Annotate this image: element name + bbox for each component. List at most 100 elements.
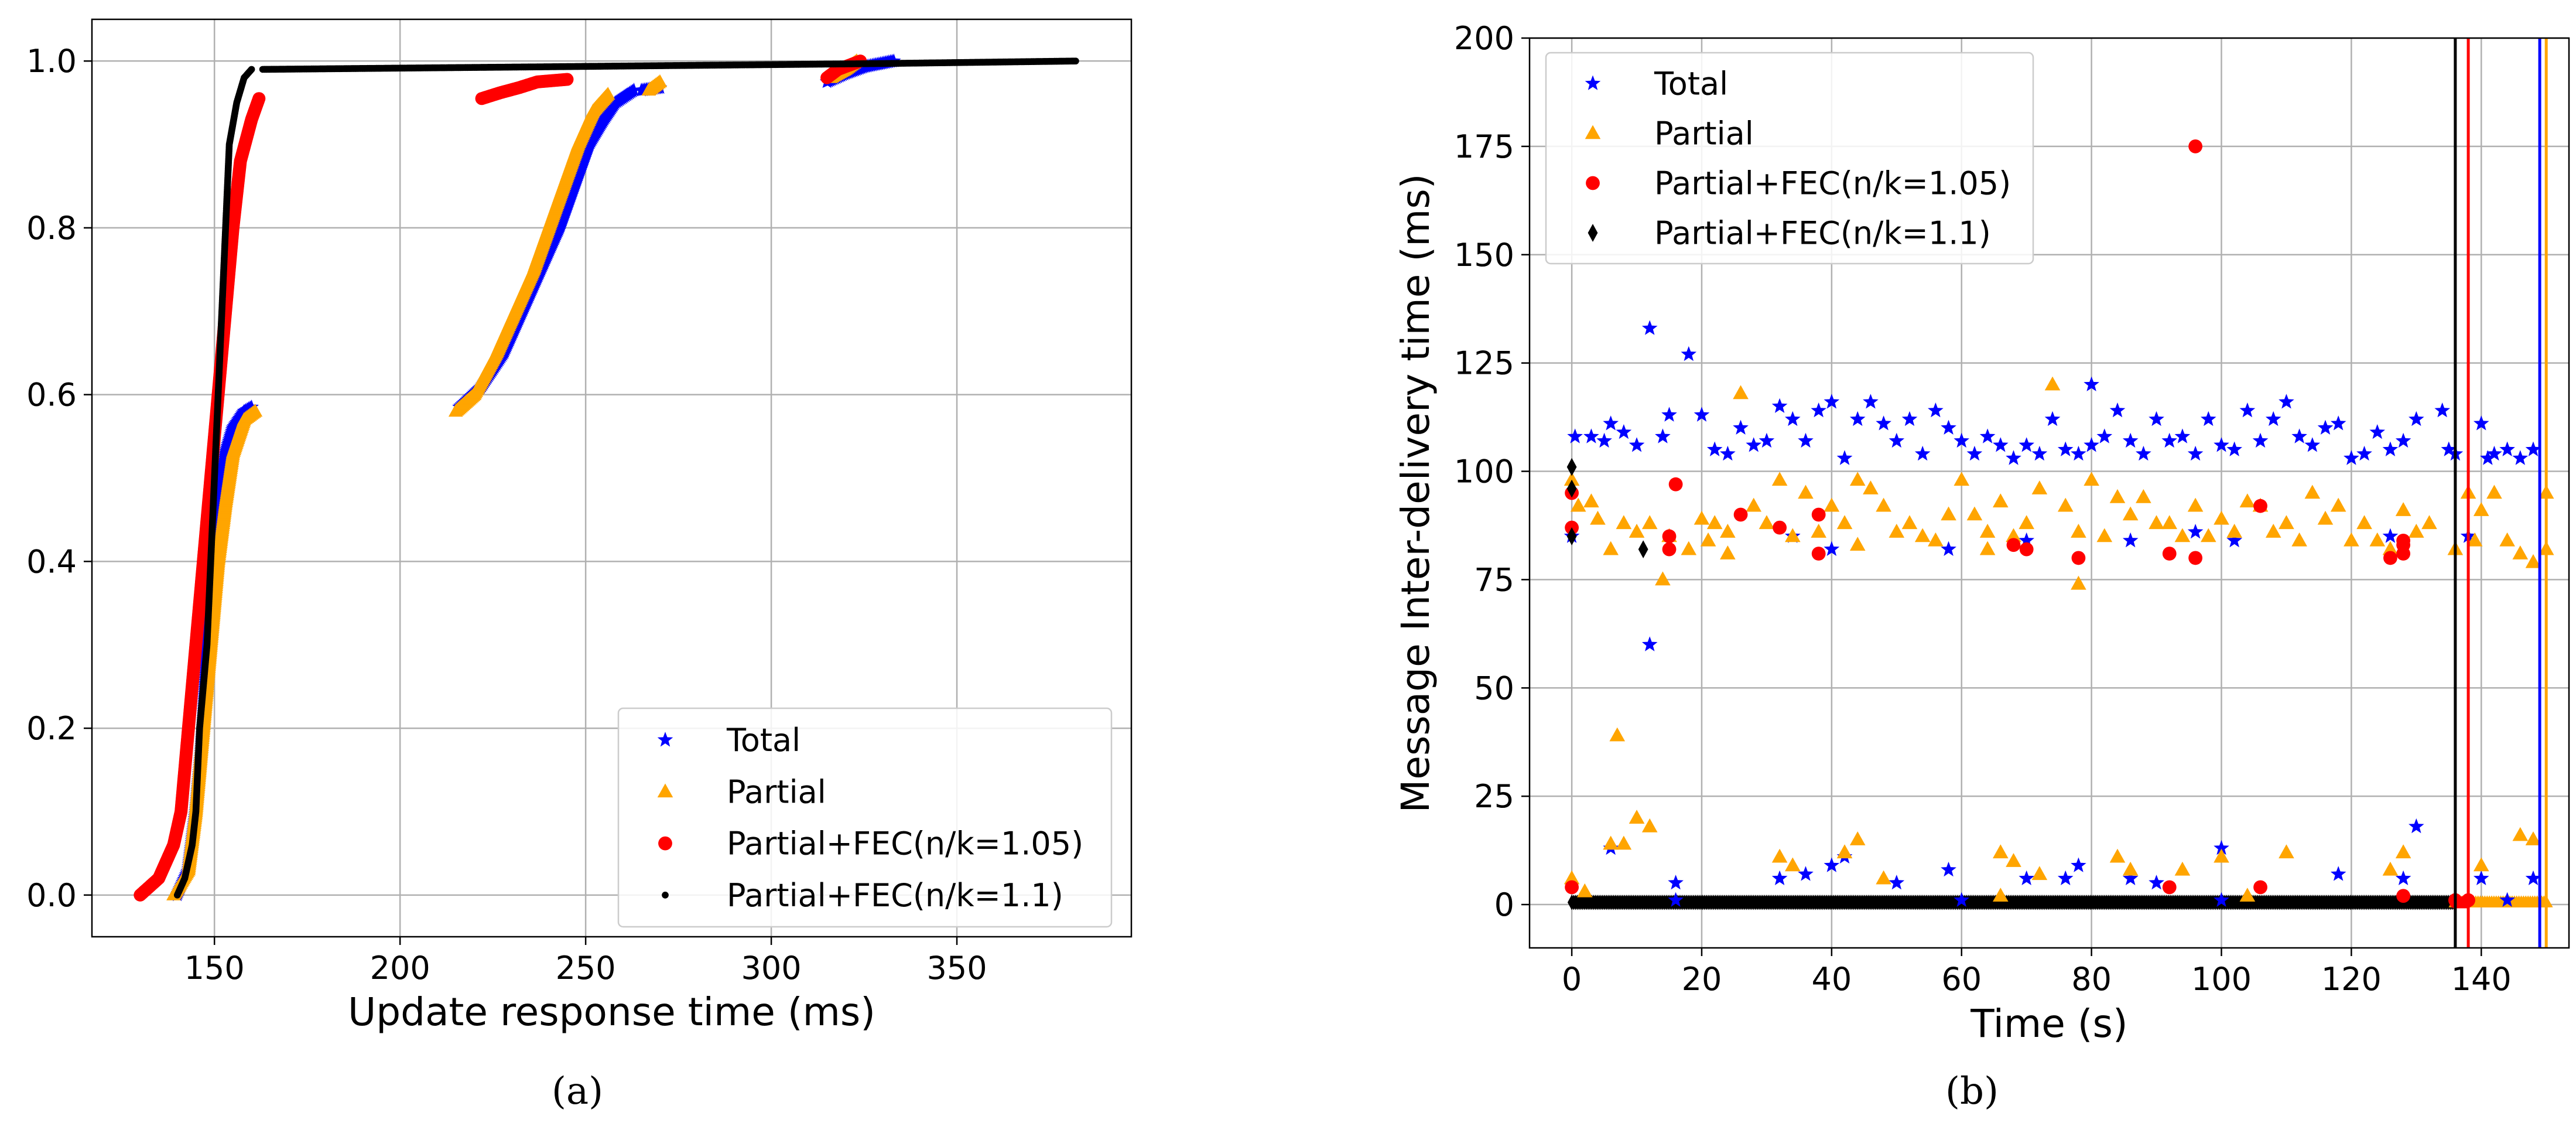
chart-b-point [2006, 528, 2021, 542]
chart-b-point [1798, 432, 1814, 448]
chart-b-xtick-label: 140 [2451, 961, 2512, 998]
chart-b-point [1849, 411, 1866, 426]
chart-b-ytick-label: 200 [1454, 20, 1514, 57]
chart-b-point [1979, 524, 1996, 538]
chart-b-legend-label: Partial [1654, 115, 1754, 152]
chart-b-legend-marker [1585, 75, 1601, 90]
chart-b-point [1746, 437, 1761, 452]
chart-b-point [2071, 524, 2086, 538]
chart-b-point [2317, 510, 2334, 525]
chart-b-point [2162, 880, 2177, 895]
chart-b-point [1694, 510, 1710, 525]
chart-b-point [1941, 419, 1956, 435]
chart-b-point [1811, 402, 1826, 418]
chart-panel-b: 0 20 40 60 80 100 120 140 0 25 50 75 100 125 150 175 200… [1393, 20, 2570, 1046]
chart-b-point [1928, 402, 1944, 418]
chart-b-point [1603, 541, 1619, 555]
chart-b-point [1876, 415, 1891, 431]
chart-b-point [2356, 445, 2372, 461]
chart-b-point [1992, 493, 2009, 508]
chart-b-point [2084, 376, 2099, 391]
chart-b-point [1733, 419, 1749, 435]
chart-b-point [2201, 411, 2216, 426]
chart-b-point [1811, 507, 1826, 522]
chart-b-point [2525, 870, 2541, 885]
chart-b-point [2161, 515, 2178, 530]
chart-b-xtick-label: 120 [2321, 961, 2382, 998]
chart-b-point [1629, 810, 1645, 824]
chart-b-point [2265, 411, 2281, 426]
chart-b-point [1954, 432, 1969, 448]
chart-b-ytick-label: 50 [1474, 670, 1514, 707]
chart-b-point [1641, 320, 1658, 335]
chart-b-point [2109, 402, 2126, 418]
chart-b-point [1570, 497, 1586, 512]
chart-b-point [1603, 415, 1619, 431]
chart-b-point [2330, 415, 2346, 431]
chart-b-point [1771, 848, 1788, 863]
chart-b-point [2369, 424, 2385, 439]
chart-b-point [2317, 419, 2334, 435]
chart-a-point [248, 404, 263, 417]
chart-b-point [2214, 892, 2229, 907]
chart-b-point [2122, 432, 2139, 448]
chart-b-point [2512, 545, 2529, 559]
chart-b-point [2071, 551, 2086, 565]
chart-b-point [1629, 524, 1645, 538]
chart-a-ytick-label: 0.2 [26, 710, 77, 747]
chart-b-data [1564, 38, 2554, 948]
chart-b-point [1914, 445, 1931, 461]
chart-b-point [2071, 575, 2086, 590]
chart-b-point [1720, 445, 1736, 461]
chart-b-point [2187, 524, 2204, 539]
chart-b-point [1655, 428, 1671, 443]
chart-b-point [2473, 857, 2489, 872]
chart-b-point [2187, 497, 2204, 512]
chart-b-point [2512, 827, 2529, 841]
chart-b-point [1914, 528, 1931, 542]
chart-b-point [2214, 839, 2229, 855]
chart-b-xlabel: Time (s) [1970, 1001, 2127, 1046]
chart-b-point [2239, 493, 2256, 508]
chart-a-legend-label: Partial+FEC(n/k=1.1) [727, 877, 1063, 914]
chart-b-point [1567, 428, 1583, 443]
chart-b-point [2031, 480, 2048, 494]
chart-b-point [2019, 437, 2034, 452]
chart-b-point [1733, 507, 1748, 522]
chart-b-point [1681, 346, 1697, 361]
chart-b-point [1876, 870, 1891, 885]
chart-b-point [2122, 532, 2139, 548]
chart-b-point [2395, 844, 2411, 859]
chart-b-point [2162, 547, 2177, 561]
chart-b-point [2044, 376, 2061, 391]
chart-b-point [2395, 432, 2411, 448]
chart-b-point [1609, 727, 1626, 742]
chart-a-legend-marker [658, 836, 672, 851]
chart-b-ytick-label: 25 [1474, 778, 1514, 815]
chart-a-point [1072, 57, 1079, 65]
chart-b-point [2109, 489, 2126, 503]
chart-b-point [2226, 532, 2242, 548]
chart-b-xtick-label: 40 [1812, 961, 1852, 998]
chart-b-ytick-label: 150 [1454, 237, 1514, 274]
chart-b-point [1889, 524, 1905, 538]
chart-b-point [2473, 415, 2489, 431]
chart-b-point [1849, 831, 1866, 845]
chart-a-grid [92, 19, 1131, 937]
chart-b-point [1629, 437, 1645, 452]
chart-b-point [1565, 880, 1579, 895]
chart-b-point [2330, 497, 2346, 512]
chart-b-point [2071, 857, 2086, 872]
chart-b-point [2019, 870, 2034, 885]
chart-b-point [2525, 831, 2541, 845]
chart-b-xtick-label: 80 [2071, 961, 2112, 998]
chart-b-legend-label: Total [1654, 66, 1728, 103]
chart-a-legend-marker [657, 783, 673, 798]
chart-b-point [1706, 441, 1723, 456]
chart-b-point [2382, 441, 2399, 456]
chart-b-point [2174, 861, 2191, 876]
chart-b-point [2525, 441, 2541, 456]
chart-b-ylabel: Message Inter-delivery time (ms) [1393, 173, 1438, 813]
chart-b-point [1784, 528, 1801, 542]
chart-b-ytick-label: 100 [1454, 453, 1514, 490]
